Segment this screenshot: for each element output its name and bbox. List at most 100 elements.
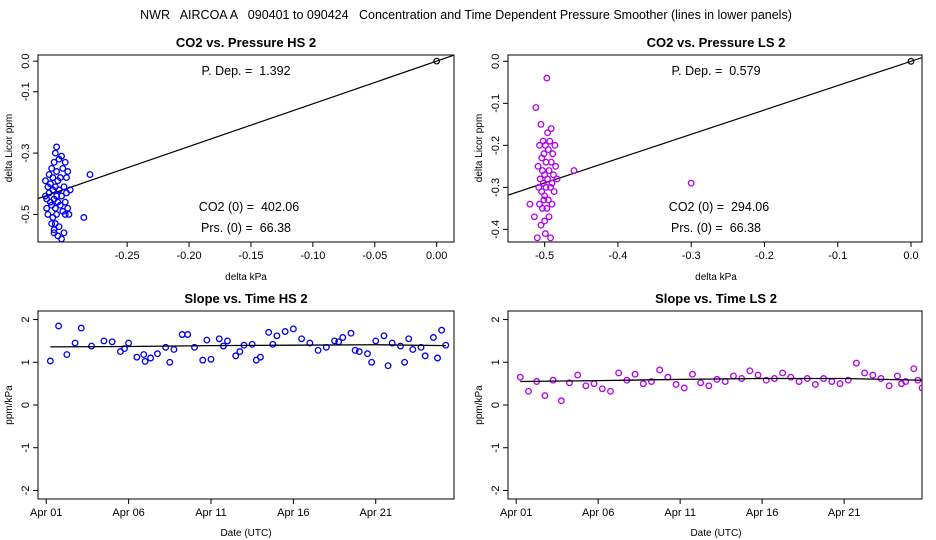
data-point — [541, 392, 549, 400]
data-point — [50, 226, 58, 234]
data-point — [421, 352, 429, 360]
y-tick-label: -1 — [20, 443, 32, 453]
data-point — [248, 340, 256, 348]
data-point — [795, 378, 803, 385]
data-point — [236, 348, 244, 356]
data-point — [754, 371, 762, 379]
data-point — [48, 164, 56, 172]
data-point — [207, 355, 215, 363]
data-point — [544, 175, 552, 183]
hs-pressure-plot-content — [38, 55, 454, 242]
x-tick-label: -0.2 — [755, 250, 774, 262]
fit-line — [508, 57, 922, 196]
data-point — [63, 174, 70, 182]
x-tick-label: -0.05 — [362, 250, 387, 262]
data-point — [543, 204, 551, 212]
data-point — [546, 137, 554, 145]
data-point — [65, 210, 73, 218]
data-point — [547, 158, 555, 166]
data-point — [869, 371, 877, 379]
data-point — [203, 336, 211, 344]
hs-slope-y-axis: -2 -1 0 1 2 — [20, 316, 38, 495]
y-tick-label: -2 — [20, 486, 32, 496]
data-point — [885, 382, 893, 390]
x-tick-label: -0.5 — [535, 250, 554, 262]
data-point — [77, 324, 85, 332]
data-point — [86, 171, 94, 179]
data-point — [544, 146, 552, 154]
data-point — [46, 357, 54, 365]
data-point — [401, 358, 409, 366]
data-point — [51, 220, 59, 228]
x-tick-label: 0.00 — [426, 250, 447, 262]
data-point — [53, 168, 61, 175]
data-point — [58, 152, 65, 160]
y-tick-label: -0.3 — [20, 144, 32, 163]
y-tick-label: 0 — [20, 402, 32, 408]
data-point — [538, 204, 546, 212]
x-tick-label: Apr 16 — [746, 507, 778, 519]
x-tick-label: -0.4 — [608, 250, 627, 262]
data-point — [910, 365, 918, 373]
x-tick-label: -0.3 — [682, 250, 701, 262]
ls-pressure-plot-content — [508, 57, 922, 242]
data-point — [46, 180, 54, 188]
data-point — [590, 380, 598, 388]
data-point — [51, 204, 59, 212]
data-point — [779, 369, 787, 377]
data-point — [60, 229, 68, 237]
data-point — [347, 329, 355, 337]
data-point — [133, 353, 141, 361]
data-point — [64, 168, 72, 175]
data-point — [549, 376, 557, 384]
hs-slope-title: Slope vs. Time HS 2 — [184, 291, 307, 306]
data-point — [331, 337, 339, 345]
data-point — [537, 221, 545, 229]
hs-pressure-y-axis: 0.0 -0.1 -0.3 -0.5 — [20, 53, 38, 224]
fit-line — [38, 55, 454, 200]
data-point — [45, 171, 53, 179]
ls-pressure-x-axis: -0.5 -0.4 -0.3 -0.2 -0.1 0.0 — [535, 241, 919, 262]
data-point — [687, 179, 695, 187]
data-point — [55, 223, 63, 231]
ls-pressure-pdep: P. Dep. = 0.579 — [671, 64, 760, 78]
data-point — [553, 175, 561, 183]
data-point — [615, 369, 623, 377]
data-point — [844, 376, 852, 384]
hs-slope-x-axis: Apr 01 Apr 06 Apr 11 Apr 16 Apr 21 — [30, 498, 392, 519]
data-point — [56, 201, 64, 209]
y-tick-label: 0 — [490, 402, 502, 408]
x-tick-label: Apr 06 — [582, 507, 614, 519]
data-point — [543, 74, 551, 82]
data-point — [828, 378, 836, 385]
data-point — [648, 378, 655, 385]
data-point — [541, 217, 549, 225]
data-point — [269, 340, 277, 348]
y-tick-label: 1 — [20, 359, 32, 365]
data-point — [71, 339, 79, 347]
data-point — [582, 382, 590, 390]
x-tick-label: Apr 11 — [195, 507, 227, 519]
data-point — [51, 149, 59, 157]
ls-pressure-xlabel: delta kPa — [695, 272, 737, 283]
x-tick-label: -0.10 — [300, 250, 325, 262]
x-tick-label: -0.25 — [115, 250, 140, 262]
x-tick-label: 0.0 — [903, 250, 918, 262]
data-point — [298, 335, 306, 343]
data-point — [434, 354, 441, 362]
data-point — [141, 357, 149, 365]
data-point — [639, 380, 647, 388]
data-point — [549, 150, 557, 158]
data-point — [861, 369, 869, 377]
data-point — [548, 179, 556, 187]
panel-ls-pressure: CO2 vs. Pressure LS 2 -0.5 -0.4 -0.3 -0.2 -0… — [474, 35, 923, 283]
data-point — [53, 210, 61, 218]
data-point — [544, 196, 552, 204]
data-point — [58, 192, 65, 200]
data-point — [574, 371, 582, 379]
data-point — [551, 141, 559, 149]
y-tick-label: 0.0 — [490, 54, 502, 69]
data-point — [540, 150, 548, 158]
data-point — [66, 186, 74, 194]
